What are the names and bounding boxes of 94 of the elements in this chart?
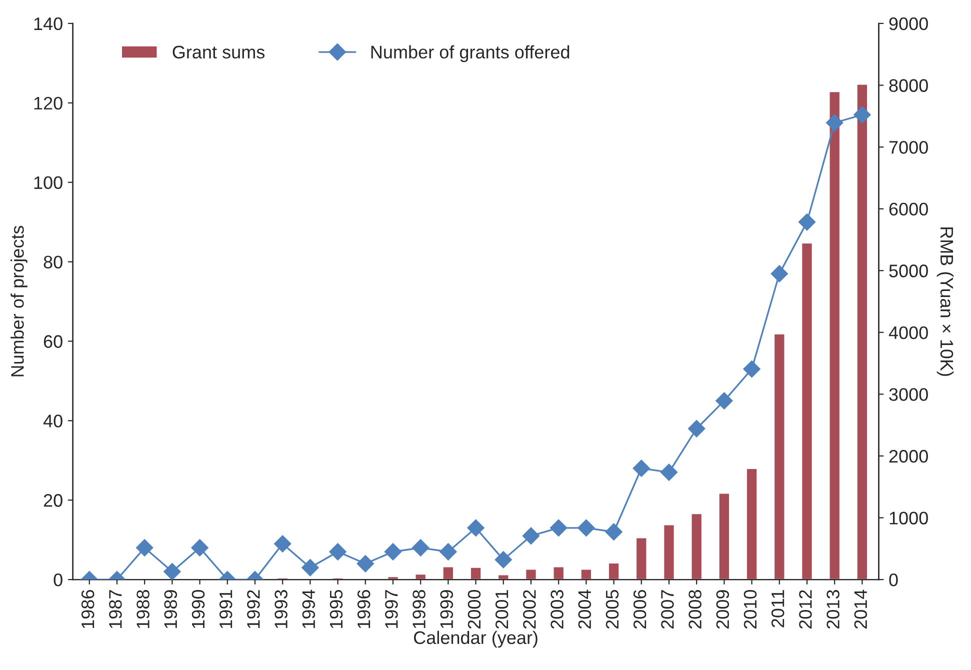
- point: [467, 519, 484, 536]
- x-tick-label: 1988: [136, 590, 150, 628]
- y-tick-label: 120: [34, 96, 62, 110]
- bar: [800, 242, 814, 580]
- x-tick-label: 1990: [192, 590, 205, 628]
- point: [688, 420, 706, 438]
- x-tick-label: 2011: [771, 590, 784, 628]
- point: [412, 539, 430, 556]
- y2-tick-label: 5000: [889, 264, 928, 278]
- point: [605, 523, 622, 540]
- point: [632, 460, 650, 477]
- x-tick-label: 1998: [412, 590, 426, 628]
- x-tick-label: 2007: [661, 590, 674, 629]
- y-tick-label: 100: [34, 176, 62, 190]
- point: [826, 114, 844, 132]
- legend-label: Grant sums: [172, 46, 265, 59]
- point: [329, 543, 346, 560]
- x-tick-label: 2003: [550, 590, 564, 629]
- y2-tick-label: 3000: [889, 388, 928, 401]
- y2-axis-title: RMB (Yuan × 10K): [936, 227, 954, 376]
- x-tick-label: 1999: [440, 590, 454, 628]
- x-tick-label: 2008: [688, 590, 702, 629]
- point: [743, 360, 760, 378]
- point: [522, 527, 540, 544]
- x-tick-label: 1994: [302, 590, 316, 628]
- bar: [497, 574, 510, 580]
- x-tick-label: 1987: [109, 590, 122, 628]
- y-tick-label: 140: [34, 17, 62, 30]
- point: [191, 539, 208, 556]
- y2-tick-label: 0: [889, 573, 898, 586]
- x-tick-label: 2000: [468, 590, 481, 629]
- bar: [690, 512, 703, 580]
- bar: [442, 566, 454, 580]
- x-tick-label: 2004: [578, 590, 592, 629]
- y2-tick-label: 8000: [889, 79, 928, 92]
- y2-tick-label: 4000: [888, 326, 928, 340]
- x-tick-label: 1989: [164, 590, 178, 628]
- point: [384, 543, 402, 560]
- bar: [635, 536, 648, 580]
- point: [578, 519, 595, 536]
- y2-tick-label: 6000: [889, 202, 928, 216]
- bar: [718, 492, 730, 580]
- bar: [662, 524, 676, 580]
- y2-tick-label: 2000: [889, 450, 928, 463]
- x-tick-label: 1997: [385, 590, 398, 628]
- point: [494, 551, 512, 568]
- x-tick-label: 1995: [330, 590, 343, 628]
- bar: [828, 90, 841, 580]
- y2-tick-label: 9000: [889, 17, 928, 30]
- x-tick-label: 2005: [606, 590, 619, 629]
- point: [660, 464, 678, 481]
- bar: [773, 332, 786, 580]
- x-tick-label: 2013: [826, 590, 840, 629]
- y-tick-label: 0: [54, 573, 62, 586]
- bar: [470, 566, 482, 580]
- point: [136, 539, 154, 556]
- x-tick-label: 2006: [633, 590, 646, 629]
- x-tick-label: 2009: [716, 590, 730, 629]
- point: [164, 563, 181, 580]
- bar: [580, 568, 592, 580]
- bar: [552, 566, 565, 580]
- point: [798, 214, 816, 231]
- x-tick-label: 1992: [247, 590, 260, 628]
- point: [274, 535, 292, 552]
- x-tick-label: 2012: [799, 590, 812, 629]
- point: [440, 543, 457, 560]
- y-tick-label: 80: [44, 256, 62, 268]
- y2-tick-label: 1000: [890, 512, 928, 524]
- point: [854, 106, 871, 124]
- x-tick-label: 1986: [81, 590, 94, 628]
- y2-tick-label: 7000: [889, 140, 928, 154]
- x-tick-label: 2010: [744, 590, 757, 629]
- x-tick-label: 1991: [219, 590, 232, 628]
- legend-label: Number of grants offered: [371, 45, 570, 62]
- x-tick-label: 2014: [854, 590, 868, 629]
- y-axis-title: Number of projects: [10, 226, 28, 376]
- bar: [608, 562, 620, 580]
- x-axis-title: Calendar (year): [414, 630, 538, 648]
- x-tick-label: 2002: [523, 590, 536, 629]
- bar: [746, 468, 758, 580]
- x-tick-label: 1993: [274, 590, 288, 628]
- y-tick-label: 60: [44, 335, 62, 348]
- y-tick-label: 40: [43, 414, 62, 428]
- x-tick-label: 2001: [495, 590, 508, 629]
- point: [302, 559, 319, 576]
- point: [716, 392, 733, 410]
- y-tick-label: 20: [44, 494, 62, 507]
- x-tick-label: 1996: [357, 590, 370, 628]
- bar: [414, 573, 427, 580]
- bar: [524, 568, 538, 580]
- point: [356, 555, 374, 572]
- point: [770, 265, 788, 282]
- point: [550, 519, 568, 536]
- bar: [856, 83, 868, 580]
